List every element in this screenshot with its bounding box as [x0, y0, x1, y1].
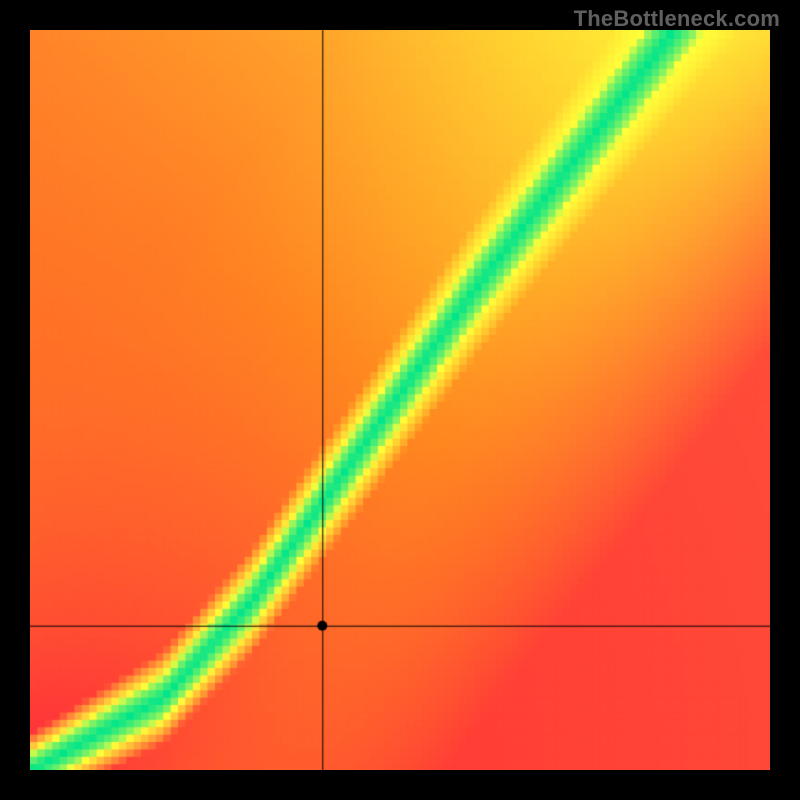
chart-frame: TheBottleneck.com	[0, 0, 800, 800]
watermark-text: TheBottleneck.com	[574, 6, 780, 32]
bottleneck-heatmap	[30, 30, 770, 770]
